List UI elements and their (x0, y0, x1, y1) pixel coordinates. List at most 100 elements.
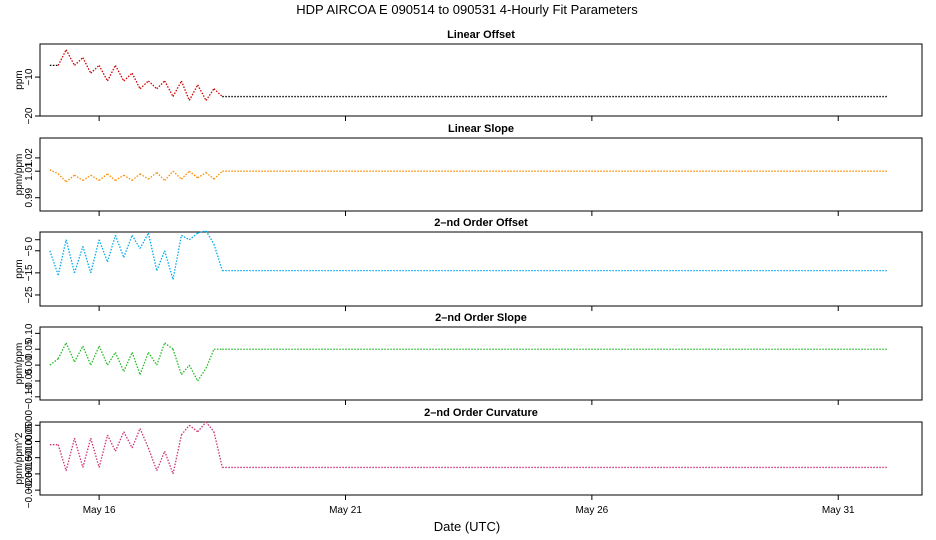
panel-title: 2–nd Order Slope (435, 312, 527, 324)
series-segment (139, 80, 149, 90)
series-segment (147, 447, 158, 471)
series-segment (90, 438, 100, 468)
series-segment (147, 171, 158, 180)
y-tick-label: −10 (24, 68, 35, 85)
series-segment (65, 438, 76, 471)
y-axis-label: ppm (14, 259, 25, 278)
y-tick-label: 0.00 (24, 355, 35, 375)
x-tick-label: May 21 (329, 505, 362, 516)
panel-frame (39, 326, 923, 401)
series-segment (181, 234, 190, 241)
series-segment (65, 174, 75, 183)
panel-title: 2–nd Order Curvature (424, 407, 538, 419)
x-tick-label: May 16 (83, 505, 116, 516)
panel-frame (39, 231, 923, 307)
series-segment (131, 428, 141, 449)
series-segment (180, 364, 190, 376)
series-segment (188, 232, 199, 241)
y-tick-label: −0.0020 (24, 471, 35, 508)
series-segment (57, 444, 67, 471)
series-segment (98, 65, 109, 82)
series-segment (82, 174, 92, 182)
series-segment (98, 345, 109, 366)
y-tick-label: 1.01 (24, 161, 35, 181)
series-segment (205, 421, 215, 433)
series-segment (139, 173, 149, 180)
series-segment (114, 65, 125, 82)
panel-frame (39, 137, 923, 212)
series-segment (164, 80, 174, 97)
series-segment (49, 250, 59, 276)
panel-frame (39, 421, 923, 496)
series-segment (131, 352, 141, 375)
series-segment (213, 243, 223, 271)
series-segment (98, 434, 109, 468)
y-tick-label: −0.10 (24, 384, 35, 410)
series-segment (131, 234, 141, 249)
panel-2: 2–nd Order Offset ppm 0 −5 −15 −25 (14, 217, 923, 311)
series-segment (180, 170, 190, 180)
series-segment (180, 80, 190, 101)
series-segment (205, 88, 215, 101)
series-segment (147, 80, 158, 90)
series-segment (213, 170, 223, 180)
series-segment (65, 49, 76, 66)
series-segment (197, 84, 207, 101)
series-segment (172, 434, 183, 475)
series-segment (164, 250, 174, 280)
y-tick-label: −15 (24, 264, 35, 281)
x-axis-label: Date (UTC) (434, 519, 500, 534)
panel-title: Linear Slope (448, 123, 514, 135)
series-segment (65, 342, 76, 363)
main-title: HDP AIRCOA E 090514 to 090531 4-Hourly F… (296, 2, 638, 17)
series-segment (123, 352, 133, 372)
series-segment (139, 352, 150, 375)
series-segment (205, 172, 215, 180)
series-segment (65, 239, 76, 274)
series-segment (213, 431, 223, 468)
panel-title: Linear Offset (447, 29, 515, 41)
series-segment (188, 84, 199, 101)
series-segment (180, 424, 190, 436)
series-segment (197, 171, 207, 179)
series-segment (123, 72, 133, 82)
series-segment (188, 170, 199, 179)
series-segment (115, 174, 125, 182)
series-segment (139, 232, 149, 249)
series-segment (90, 239, 100, 274)
y-tick-label: 0.05 (24, 339, 35, 359)
series-segment (57, 49, 67, 66)
x-axis: May 16 May 21 May 26 May 31 (83, 505, 855, 516)
series-segment (106, 235, 117, 263)
series-segment (98, 239, 109, 263)
series-segment (82, 57, 92, 74)
series-segment (90, 345, 100, 366)
series-segment (106, 434, 116, 452)
series-segment (49, 169, 59, 175)
series-segment (147, 232, 158, 271)
series-segment (123, 174, 133, 182)
series-segment (164, 170, 174, 181)
series-segment (123, 431, 133, 449)
y-tick-label: −0.05 (24, 368, 35, 394)
panel-title: 2–nd Order Offset (434, 217, 528, 229)
series-segment (107, 173, 116, 181)
panel-3: 2–nd Order Slope ppm/ppm0.100.050.00−0.05… (14, 312, 923, 410)
x-tick-label: May 26 (575, 505, 608, 516)
series-segment (197, 367, 207, 382)
series-segment (156, 80, 166, 90)
x-tick-label: May 31 (822, 505, 855, 516)
panel-0: Linear Offset ppm −10 −20 (14, 29, 923, 124)
series-segment (114, 352, 125, 372)
series-segment (82, 345, 92, 366)
series-segment (73, 345, 84, 363)
y-tick-label: −25 (24, 286, 35, 303)
series-segment (74, 57, 84, 66)
series-segment (197, 230, 207, 234)
series-segment (164, 450, 174, 475)
series-segment (139, 428, 149, 449)
series-segment (197, 421, 207, 433)
